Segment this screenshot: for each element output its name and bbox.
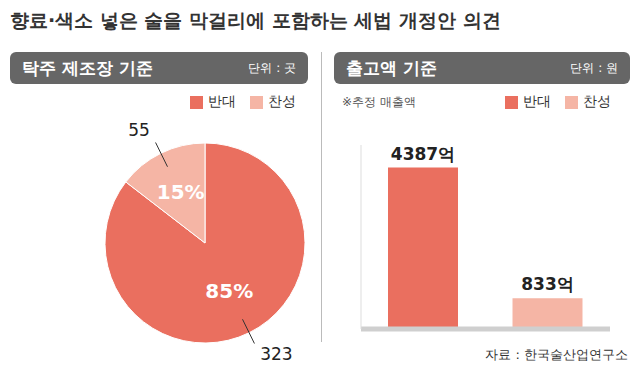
svg-text:15%: 15% <box>157 180 205 204</box>
html-text:탁주 제조장 기준: 탁주 제조장 기준 <box>22 57 153 78</box>
html-text:찬성: 찬성 <box>268 93 296 109</box>
svg-text:85%: 85% <box>205 279 253 303</box>
svg-text:55: 55 <box>128 120 150 140</box>
html-text:※추정 매출액: ※추정 매출액 <box>342 95 416 109</box>
html-text:출고액 기준: 출고액 기준 <box>346 57 437 78</box>
html-text:향료·색소 넣은 술을 막걸리에 포함하는 세법 개정안 의: 향료·색소 넣은 술을 막걸리에 포함하는 세법 개정안 의견 <box>10 9 501 31</box>
svg-text:833억: 833억 <box>521 274 574 294</box>
svg-text:4387억: 4387억 <box>391 144 455 164</box>
html-text:단위 : 원: 단위 : 원 <box>570 60 618 75</box>
html-text:단위 : 곳: 단위 : 곳 <box>248 60 296 75</box>
svg-text:323: 323 <box>260 344 292 364</box>
html-text:자료 : 한국술산업연구소: 자료 : 한국술산업연구소 <box>485 347 628 362</box>
html-text:반대: 반대 <box>208 93 236 109</box>
html-text:반대: 반대 <box>523 93 551 109</box>
html-text:찬성: 찬성 <box>583 93 611 109</box>
